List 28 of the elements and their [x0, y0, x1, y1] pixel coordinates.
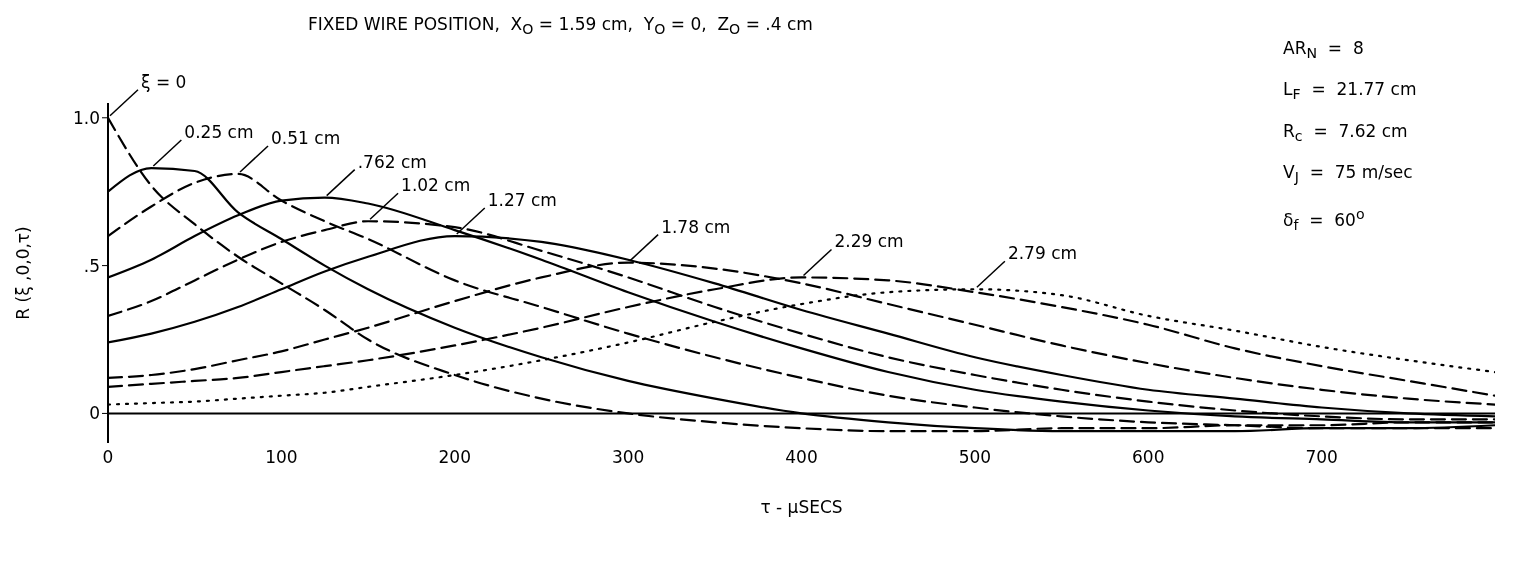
series-label: 2.79 cm	[1007, 243, 1078, 264]
text: ξ = 0	[141, 71, 187, 92]
y-tick-label: 0	[89, 403, 100, 424]
series-label: .762 cm	[357, 151, 427, 172]
series-label: 1.78 cm	[661, 216, 731, 237]
y-axis-title: R (ξ ,0,0,τ)	[13, 226, 34, 320]
series-label: 1.02 cm	[401, 175, 471, 196]
annotation: V$_{J}$ = 75 m/sec	[1283, 161, 1414, 188]
x-tick-label: 300	[611, 447, 645, 468]
series-label: 0.25 cm	[184, 122, 254, 143]
annotation: R$_{c}$ = 7.62 cm	[1283, 119, 1409, 147]
x-tick-label: 400	[785, 447, 818, 468]
x-axis-title: τ - μSECS	[760, 497, 843, 517]
chart-title: FIXED WIRE POSITION, X$_{O}$ = 1.59 cm, Y$_{O}$ = 0, Z$_{O}$ = .4 cm	[308, 14, 813, 38]
text: AR$_{N}$ = 8	[1283, 37, 1365, 64]
x-tick-label: 0	[102, 447, 114, 468]
x-tick-label: 700	[1305, 447, 1338, 468]
y-tick-label: 1.0	[72, 107, 100, 128]
annotation: δ$_{f}$ = 60$^{o}$	[1283, 204, 1366, 235]
series-label: 1.27 cm	[487, 190, 557, 211]
text: 0.51 cm	[271, 127, 341, 148]
text: L$_{F}$ = 21.77 cm	[1283, 78, 1417, 105]
x-tick-label: 500	[958, 447, 992, 468]
x-tick-label: 600	[1132, 447, 1165, 468]
series-label: 2.29 cm	[834, 231, 904, 252]
x-tick-label: 100	[265, 447, 298, 468]
x-tick-label: 200	[438, 447, 471, 468]
y-tick-label: .5	[83, 255, 100, 276]
